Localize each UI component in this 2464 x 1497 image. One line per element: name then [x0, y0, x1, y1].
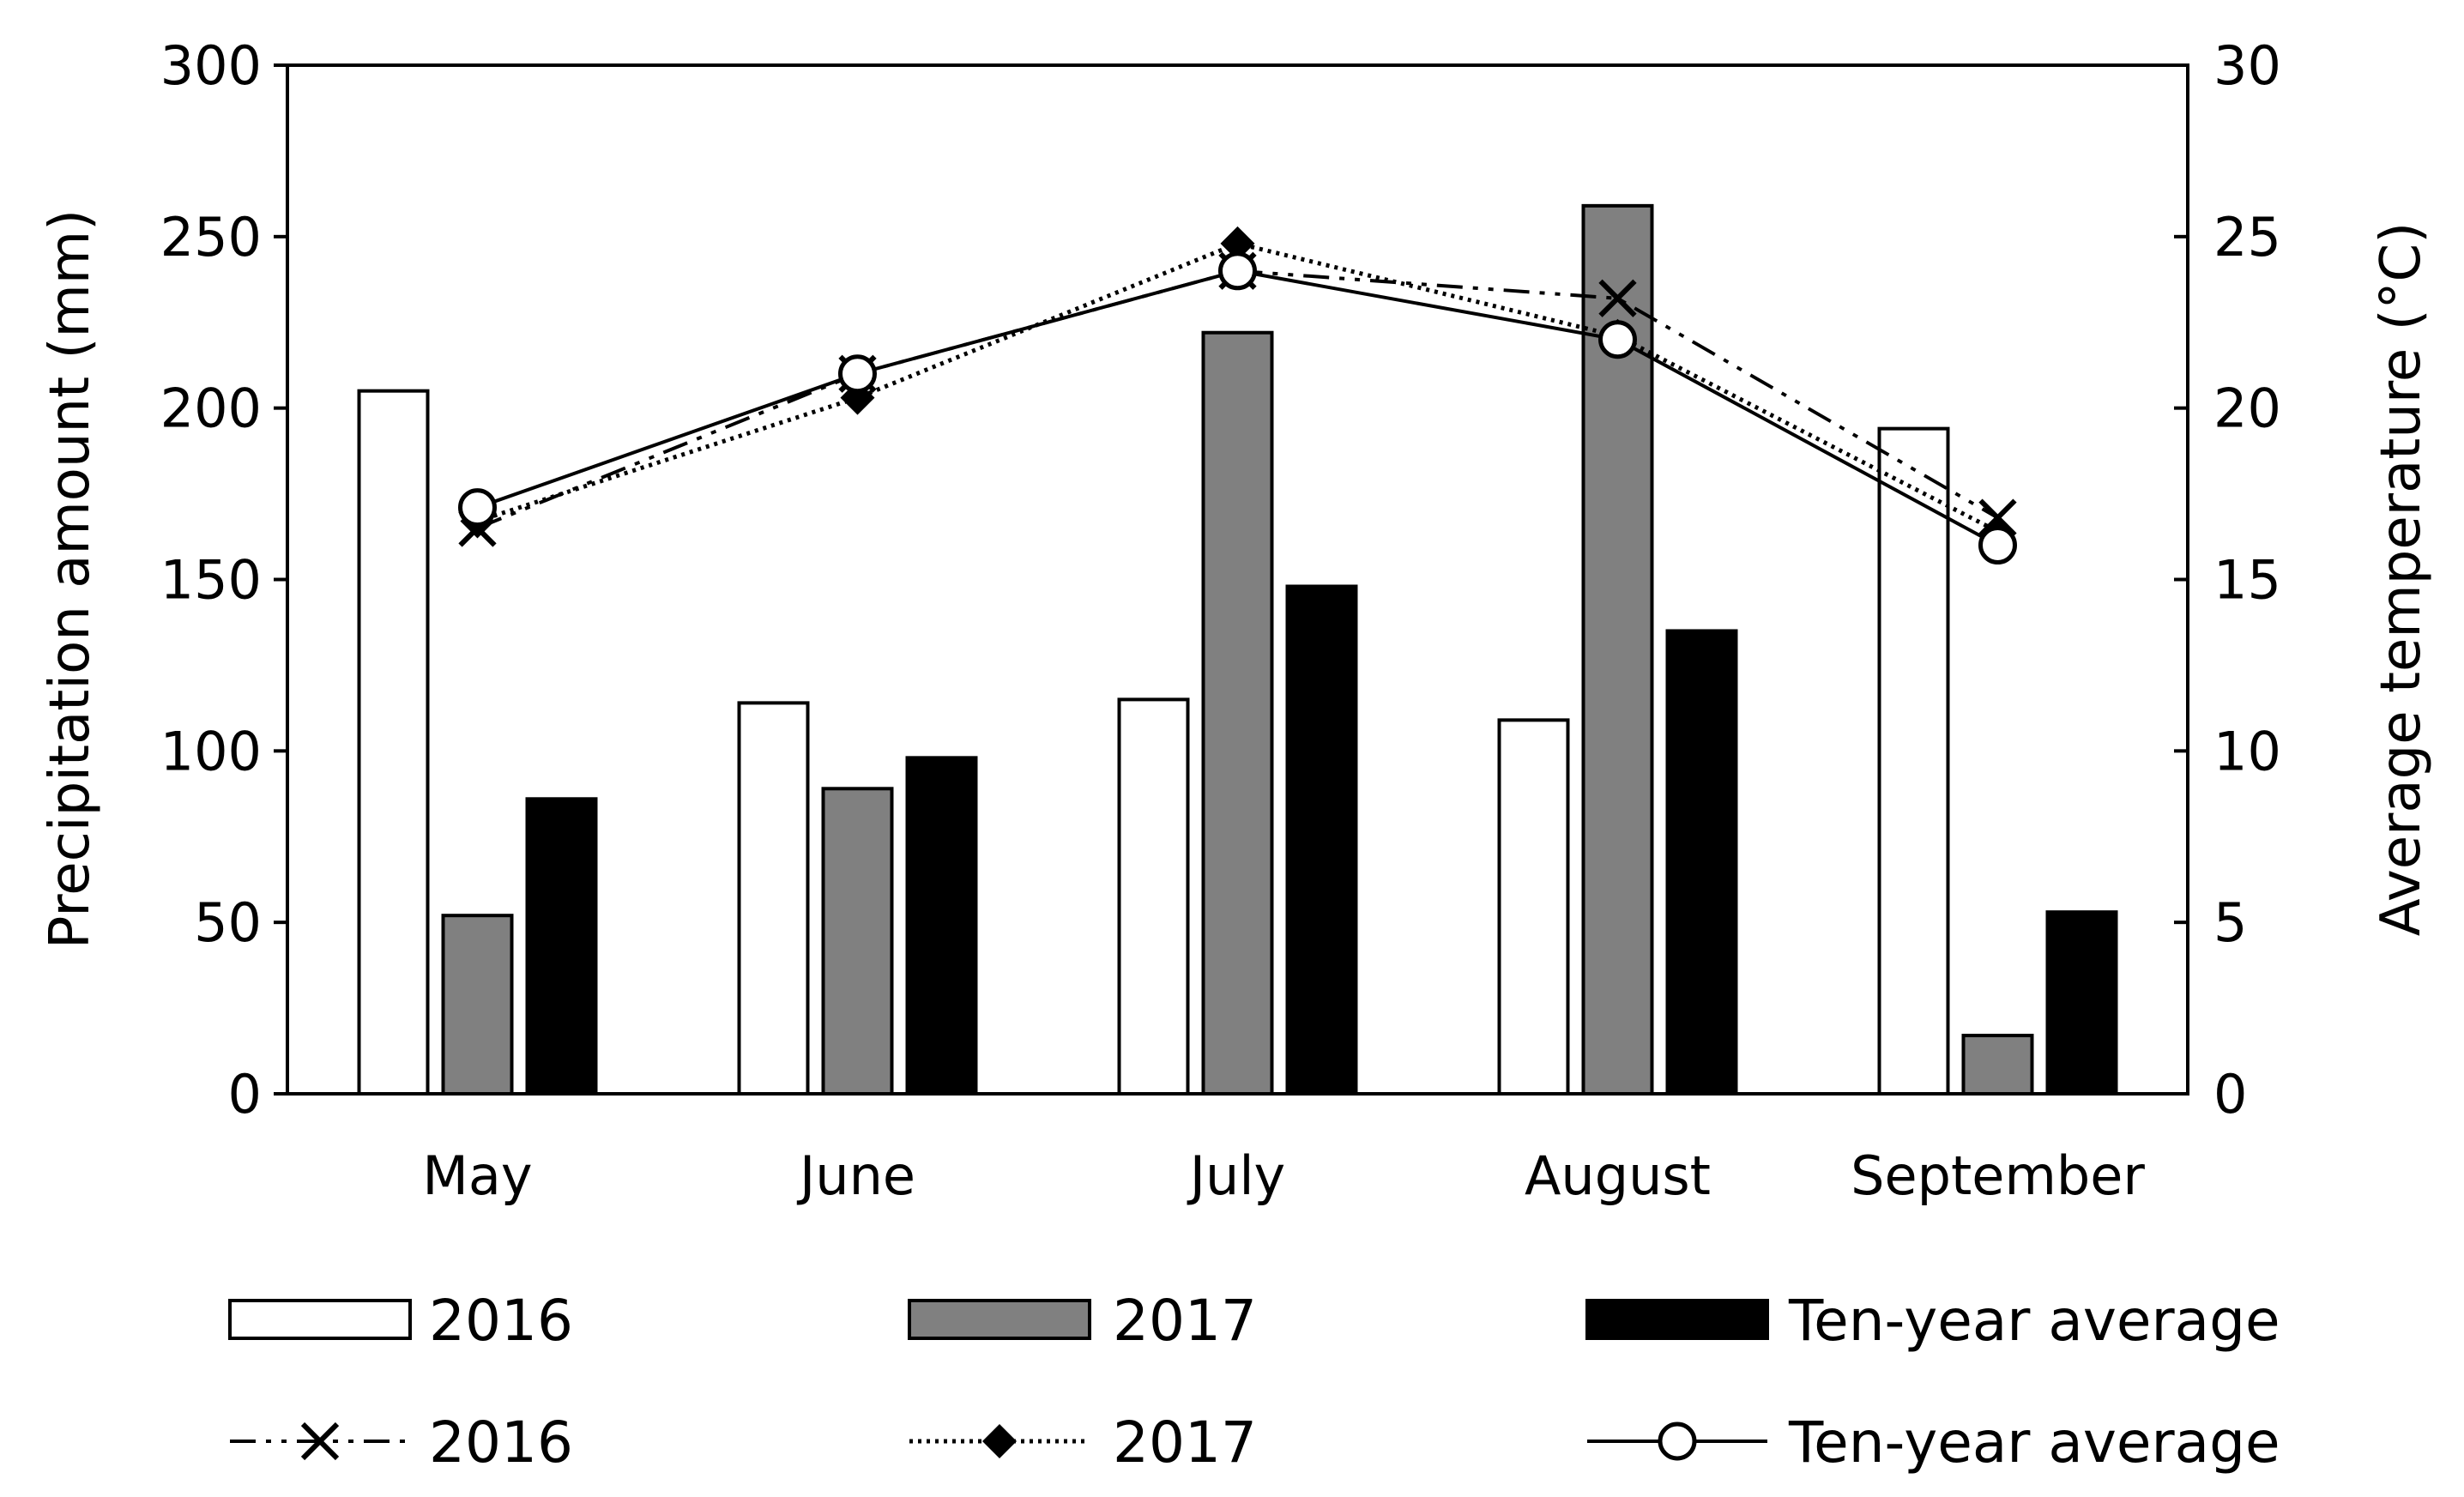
- lines-layer: [458, 226, 2017, 565]
- legend-swatch-bar-2016: [228, 1299, 412, 1340]
- bar-2016-july: [1117, 697, 1190, 1096]
- temp-point-ten-year-average-september: [1978, 526, 2017, 565]
- x-tick-label-may: May: [422, 1144, 532, 1207]
- temp-point-2016-august: [1598, 279, 1637, 317]
- y2-tick-label: 10: [2213, 720, 2281, 782]
- legend-label-bar-2016: 2016: [429, 1288, 573, 1354]
- y-tick-label: 100: [160, 720, 262, 782]
- x-tick-label-september: September: [1851, 1144, 2145, 1207]
- x-tick-label-august: August: [1525, 1144, 1711, 1207]
- bar-2017-june: [821, 787, 894, 1096]
- bar-ten-year-average-may: [525, 797, 598, 1096]
- y-tick-label: 300: [160, 34, 262, 97]
- legend-swatch-bar-ten-year-average: [1585, 1299, 1769, 1340]
- y2-axis-title: Average temperature (°C): [2370, 222, 2433, 936]
- x-tick-label-june: June: [796, 1144, 915, 1207]
- bar-2016-august: [1497, 718, 1570, 1096]
- legend-label-bar-ten-year-average: Ten-year average: [1788, 1288, 2280, 1354]
- y2-tick-label: 0: [2213, 1063, 2247, 1126]
- y2-tick-label: 20: [2213, 377, 2281, 440]
- bar-ten-year-average-august: [1665, 629, 1738, 1096]
- y-axis-title: Precipitation amount (mm): [39, 209, 102, 949]
- legend: 2016 2017 Ten-year average 2016 2017 Ten-year…: [228, 1288, 2280, 1476]
- legend-marker-2017: [982, 1424, 1017, 1458]
- legend-marker-2016-stroke-b: [300, 1422, 340, 1461]
- legend-marker-2016: [300, 1422, 340, 1461]
- temp-point-ten-year-average-june: [838, 354, 877, 394]
- bar-2017-september: [1961, 1034, 2034, 1096]
- y-tick-label: 200: [160, 377, 262, 440]
- y2-tick-label: 15: [2213, 549, 2281, 612]
- temp-point-ten-year-average-may: [458, 488, 497, 528]
- y-tick-label: 50: [194, 891, 262, 954]
- y2-tick-label: 25: [2213, 206, 2281, 269]
- temp-point-2016-august-stroke-b: [1598, 279, 1637, 317]
- temp-point-ten-year-average-august: [1598, 320, 1637, 359]
- y-tick-label: 150: [160, 549, 262, 612]
- legend-label-line-ten-year-average: Ten-year average: [1788, 1409, 2280, 1476]
- bar-ten-year-average-september: [2045, 910, 2118, 1096]
- y-tick-label: 250: [160, 206, 262, 269]
- bar-2016-september: [1877, 426, 1950, 1096]
- legend-label-bar-2017: 2017: [1113, 1288, 1257, 1354]
- y-tick-label: 0: [228, 1063, 262, 1126]
- bar-ten-year-average-june: [905, 756, 978, 1096]
- bar-ten-year-average-july: [1285, 584, 1358, 1096]
- legend-marker-ten-year-average: [1658, 1422, 1697, 1461]
- x-tick-label-july: July: [1187, 1144, 1286, 1207]
- legend-swatch-bar-2017: [908, 1299, 1091, 1340]
- axes-layer: 0 50 100 150 200 250 300 0 5 10 15 20 25 30 May June Jul…: [160, 34, 2281, 1207]
- y2-tick-label: 30: [2213, 34, 2281, 97]
- y2-tick-label: 5: [2213, 891, 2247, 954]
- legend-label-line-2017: 2017: [1113, 1409, 1257, 1476]
- bars-layer: [357, 203, 2118, 1096]
- temp-point-ten-year-average-july: [1218, 251, 1257, 291]
- temp-point-2017-july: [1220, 226, 1255, 261]
- bar-2016-may: [357, 389, 430, 1096]
- bar-2017-may: [441, 914, 514, 1096]
- legend-label-line-2016: 2016: [429, 1409, 573, 1476]
- bar-2017-july: [1201, 330, 1274, 1096]
- bar-2016-june: [737, 701, 810, 1096]
